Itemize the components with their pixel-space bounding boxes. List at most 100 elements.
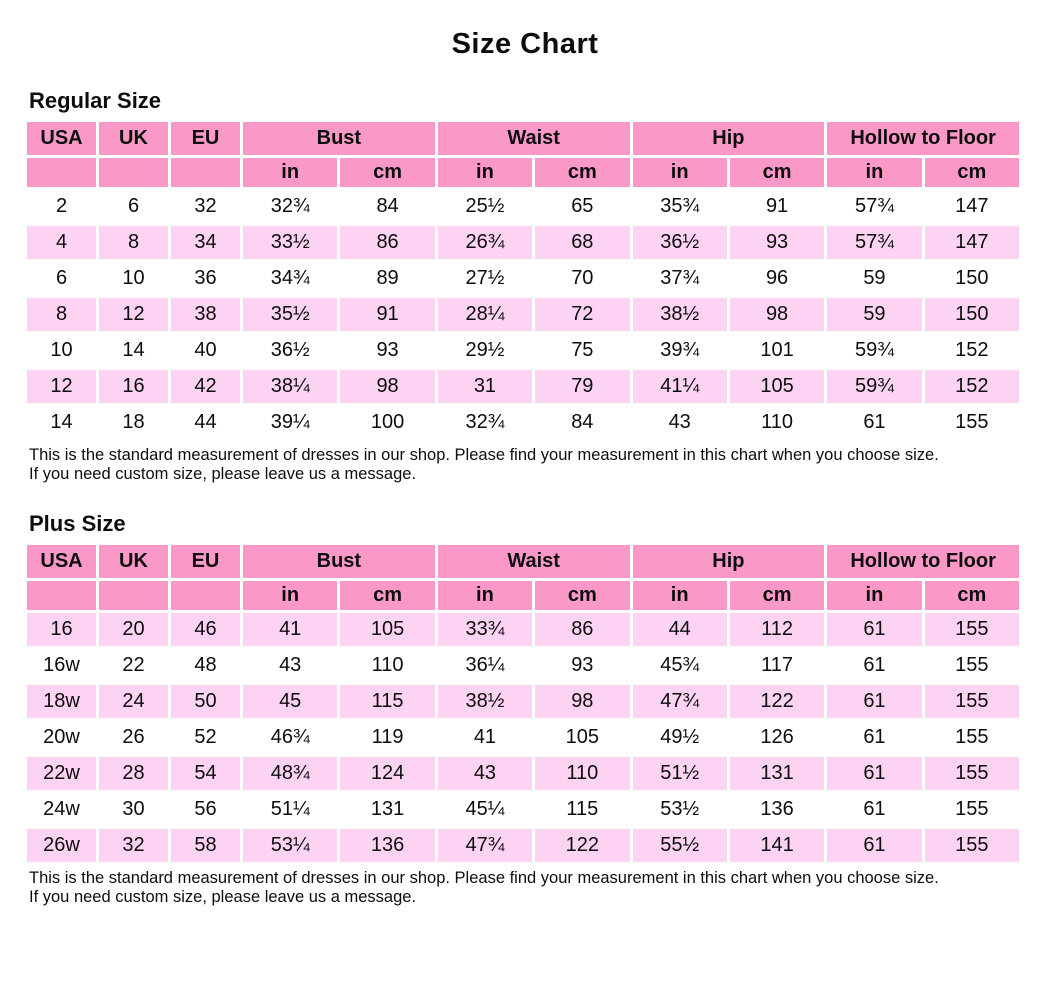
table-cell: 61 — [827, 649, 922, 682]
table-cell: 105 — [340, 613, 435, 646]
table-cell: 2 — [27, 190, 96, 223]
table-cell: 155 — [924, 829, 1019, 862]
table-row: 16w 22 48 43 110 36¼ 93 45¾ 117 61 155 — [27, 649, 1019, 682]
unit-header-waist-in: in — [437, 581, 533, 610]
table-subheader-row: in cm in cm in cm in cm — [27, 581, 1019, 610]
table-cell: 131 — [729, 757, 825, 790]
unit-header-bust-cm: cm — [340, 158, 435, 187]
unit-header-bust-in: in — [243, 158, 338, 187]
table-cell: 119 — [340, 721, 435, 754]
table-cell: 56 — [171, 793, 240, 826]
table-cell: 70 — [535, 262, 630, 295]
col-header-hollow-to-floor: Hollow to Floor — [827, 545, 1019, 578]
table-cell: 46 — [171, 613, 240, 646]
col-header-hollow-to-floor: Hollow to Floor — [827, 122, 1019, 155]
table-header-row: USA UK EU Bust Waist Hip Hollow to Floor — [27, 122, 1019, 155]
table-cell: 28 — [99, 757, 168, 790]
table-row: 24w 30 56 51¼ 131 45¼ 115 53½ 136 61 155 — [27, 793, 1019, 826]
table-cell: 29½ — [437, 334, 533, 367]
table-cell: 34¾ — [243, 262, 338, 295]
table-cell: 37¾ — [632, 262, 727, 295]
table-cell: 61 — [827, 757, 922, 790]
table-cell: 35½ — [243, 298, 338, 331]
empty-header-cell — [99, 581, 168, 610]
col-header-bust: Bust — [243, 122, 435, 155]
table-cell: 44 — [171, 406, 240, 439]
table-cell: 122 — [535, 829, 630, 862]
table-row: 10 14 40 36½ 93 29½ 75 39¾ 101 59¾ 152 — [27, 334, 1019, 367]
note-line-2: If you need custom size, please leave us… — [29, 465, 417, 483]
table-cell: 51¼ — [243, 793, 338, 826]
empty-header-cell — [99, 158, 168, 187]
table-head: USA UK EU Bust Waist Hip Hollow to Floor… — [27, 122, 1019, 187]
table-cell: 38½ — [437, 685, 533, 718]
col-header-uk: UK — [99, 122, 168, 155]
col-header-bust: Bust — [243, 545, 435, 578]
table-cell: 57¾ — [827, 226, 922, 259]
table-cell: 59¾ — [827, 334, 922, 367]
table-row: 26w 32 58 53¼ 136 47¾ 122 55½ 141 61 155 — [27, 829, 1019, 862]
table-cell: 32 — [171, 190, 240, 223]
table-cell: 24w — [27, 793, 96, 826]
table-cell: 51½ — [632, 757, 727, 790]
table-cell: 26w — [27, 829, 96, 862]
table-cell: 36½ — [632, 226, 727, 259]
table-cell: 20w — [27, 721, 96, 754]
table-cell: 61 — [827, 406, 922, 439]
table-cell: 43 — [632, 406, 727, 439]
table-cell: 18w — [27, 685, 96, 718]
empty-header-cell — [27, 581, 96, 610]
table-cell: 27½ — [437, 262, 533, 295]
unit-header-waist-cm: cm — [535, 158, 630, 187]
table-cell: 79 — [535, 370, 630, 403]
table-cell: 38½ — [632, 298, 727, 331]
table-cell: 36½ — [243, 334, 338, 367]
table-cell: 40 — [171, 334, 240, 367]
table-cell: 98 — [340, 370, 435, 403]
table-cell: 32¾ — [437, 406, 533, 439]
table-cell: 89 — [340, 262, 435, 295]
table-cell: 147 — [924, 190, 1019, 223]
table-cell: 33½ — [243, 226, 338, 259]
table-cell: 131 — [340, 793, 435, 826]
table-cell: 155 — [924, 649, 1019, 682]
table-cell: 136 — [729, 793, 825, 826]
unit-header-htf-cm: cm — [924, 158, 1019, 187]
empty-header-cell — [27, 158, 96, 187]
col-header-usa: USA — [27, 545, 96, 578]
unit-header-htf-in: in — [827, 581, 922, 610]
table-cell: 84 — [535, 406, 630, 439]
table-cell: 110 — [729, 406, 825, 439]
table-cell: 54 — [171, 757, 240, 790]
table-cell: 86 — [340, 226, 435, 259]
table-row: 8 12 38 35½ 91 28¼ 72 38½ 98 59 150 — [27, 298, 1019, 331]
table-cell: 16 — [99, 370, 168, 403]
table-cell: 57¾ — [827, 190, 922, 223]
table-cell: 53¼ — [243, 829, 338, 862]
regular-size-heading: Regular Size — [29, 88, 162, 113]
table-cell: 39¼ — [243, 406, 338, 439]
col-header-waist: Waist — [437, 545, 630, 578]
unit-header-hip-in: in — [632, 581, 727, 610]
table-cell: 59 — [827, 262, 922, 295]
table-cell: 43 — [437, 757, 533, 790]
unit-header-htf-in: in — [827, 158, 922, 187]
table-cell: 45¼ — [437, 793, 533, 826]
table-cell: 61 — [827, 685, 922, 718]
table-cell: 53½ — [632, 793, 727, 826]
table-cell: 115 — [535, 793, 630, 826]
plus-size-table: USA UK EU Bust Waist Hip Hollow to Floor… — [24, 542, 1022, 865]
plus-size-section: Plus Size USA UK EU Bust Waist Hip Hollo… — [27, 511, 1023, 907]
table-cell: 50 — [171, 685, 240, 718]
table-cell: 8 — [99, 226, 168, 259]
note-line-1: This is the standard measurement of dres… — [29, 869, 939, 887]
unit-header-bust-cm: cm — [340, 581, 435, 610]
table-cell: 49½ — [632, 721, 727, 754]
table-cell: 61 — [827, 829, 922, 862]
unit-header-hip-cm: cm — [729, 158, 825, 187]
table-row: 4 8 34 33½ 86 26¾ 68 36½ 93 57¾ 147 — [27, 226, 1019, 259]
table-cell: 44 — [632, 613, 727, 646]
unit-header-hip-in: in — [632, 158, 727, 187]
table-cell: 117 — [729, 649, 825, 682]
table-cell: 91 — [340, 298, 435, 331]
